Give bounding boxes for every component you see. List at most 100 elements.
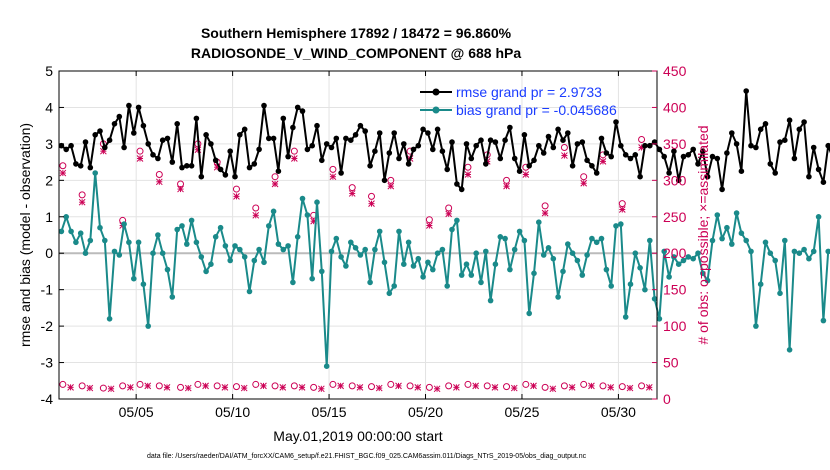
bias-point — [68, 228, 74, 235]
obs-assimilated-marker — [67, 383, 74, 391]
bias-point — [704, 277, 711, 284]
obs-assimilated-marker — [541, 209, 549, 217]
bias-point — [796, 250, 803, 256]
bias-point — [584, 252, 590, 258]
bias-point — [825, 248, 830, 255]
rmse-point — [367, 163, 373, 169]
bias-point — [637, 265, 643, 271]
bias-point — [203, 268, 209, 275]
rmse-point — [241, 126, 248, 133]
bias-point — [102, 237, 108, 244]
rmse-point — [135, 104, 142, 111]
bias-point — [724, 224, 730, 231]
bias-point — [338, 254, 344, 260]
bias-point — [155, 232, 161, 238]
y-left-tick-label: -4 — [41, 391, 54, 407]
y-right-tick-label: 100 — [663, 318, 687, 334]
bias-point — [608, 283, 614, 289]
rmse-point — [603, 150, 610, 156]
rmse-point — [598, 135, 605, 142]
obs-assimilated-marker — [375, 384, 383, 392]
rmse-point — [102, 144, 108, 151]
bias-point — [449, 226, 455, 233]
bias-point — [97, 224, 103, 231]
rmse-point — [188, 163, 195, 169]
rmse-point — [396, 155, 402, 162]
rmse-point — [777, 139, 783, 145]
bias-point — [695, 250, 701, 256]
rmse-point — [671, 148, 677, 154]
obs-possible-marker — [177, 383, 185, 391]
rmse-point — [589, 163, 595, 169]
y-right-tick-label: 400 — [663, 99, 687, 115]
bias-point — [92, 170, 98, 176]
bias-point — [675, 261, 682, 268]
bias-point — [762, 239, 769, 246]
bias-point — [454, 217, 460, 224]
rmse-point — [516, 168, 523, 174]
bias-point — [116, 252, 123, 258]
obs-possible-marker — [560, 382, 568, 390]
rmse-point — [492, 139, 499, 145]
rmse-point — [290, 124, 296, 131]
y-right-tick-label: 200 — [663, 245, 687, 261]
rmse-point — [179, 164, 185, 171]
bias-point — [540, 252, 547, 258]
rmse-point — [579, 139, 586, 145]
obs-possible-marker — [387, 380, 395, 388]
rmse-point — [719, 186, 725, 193]
rmse-point — [159, 137, 166, 143]
y-right-tick-label: 350 — [663, 136, 687, 152]
obs-assimilated-marker — [522, 171, 530, 178]
obs-assimilated-marker — [426, 222, 433, 229]
rmse-point — [140, 122, 147, 129]
rmse-point — [314, 122, 320, 129]
rmse-point — [593, 170, 600, 176]
bias-point — [565, 241, 571, 247]
rmse-point — [121, 144, 127, 151]
rmse-point — [401, 141, 407, 147]
rmse-point — [680, 153, 687, 160]
bias-point — [507, 266, 513, 273]
bias-point — [328, 248, 335, 255]
bias-point — [473, 250, 480, 256]
obs-assimilated-marker — [86, 384, 94, 392]
bias-point — [333, 235, 340, 242]
rmse-point — [825, 142, 830, 149]
bias-point — [208, 261, 214, 268]
obs-assimilated-marker — [221, 383, 229, 391]
rmse-point — [381, 177, 388, 184]
obs-possible-marker — [232, 185, 240, 193]
y-right-tick-label: 300 — [663, 172, 687, 188]
obs-assimilated-marker — [561, 152, 568, 159]
rmse-point — [285, 153, 291, 160]
obs-assimilated-marker — [433, 385, 441, 393]
rmse-point — [473, 142, 480, 149]
bias-point — [126, 239, 132, 246]
bias-point — [622, 314, 629, 320]
bias-point — [290, 279, 296, 286]
obs-possible-marker — [136, 147, 144, 155]
rmse-point — [468, 155, 475, 162]
obs-possible-marker — [618, 383, 626, 391]
bias-point — [323, 363, 330, 370]
bias-point — [256, 246, 262, 253]
bias-point — [420, 274, 426, 280]
rmse-point — [724, 150, 730, 156]
bias-point — [463, 261, 470, 268]
bias-point — [743, 237, 749, 244]
rmse-point — [169, 159, 176, 165]
bias-point — [439, 246, 446, 253]
bias-point — [651, 296, 658, 302]
bias-point — [381, 259, 388, 266]
obs-assimilated-marker — [202, 382, 209, 390]
rmse-point — [521, 132, 528, 138]
rmse-point — [309, 142, 316, 149]
bias-point — [425, 259, 431, 266]
bias-point — [719, 235, 725, 242]
x-tick-label: 05/05 — [119, 404, 154, 420]
obs-assimilated-marker — [510, 384, 518, 392]
rmse-point — [618, 142, 624, 149]
x-tick-label: 05/20 — [408, 404, 443, 420]
rmse-point — [294, 104, 301, 111]
